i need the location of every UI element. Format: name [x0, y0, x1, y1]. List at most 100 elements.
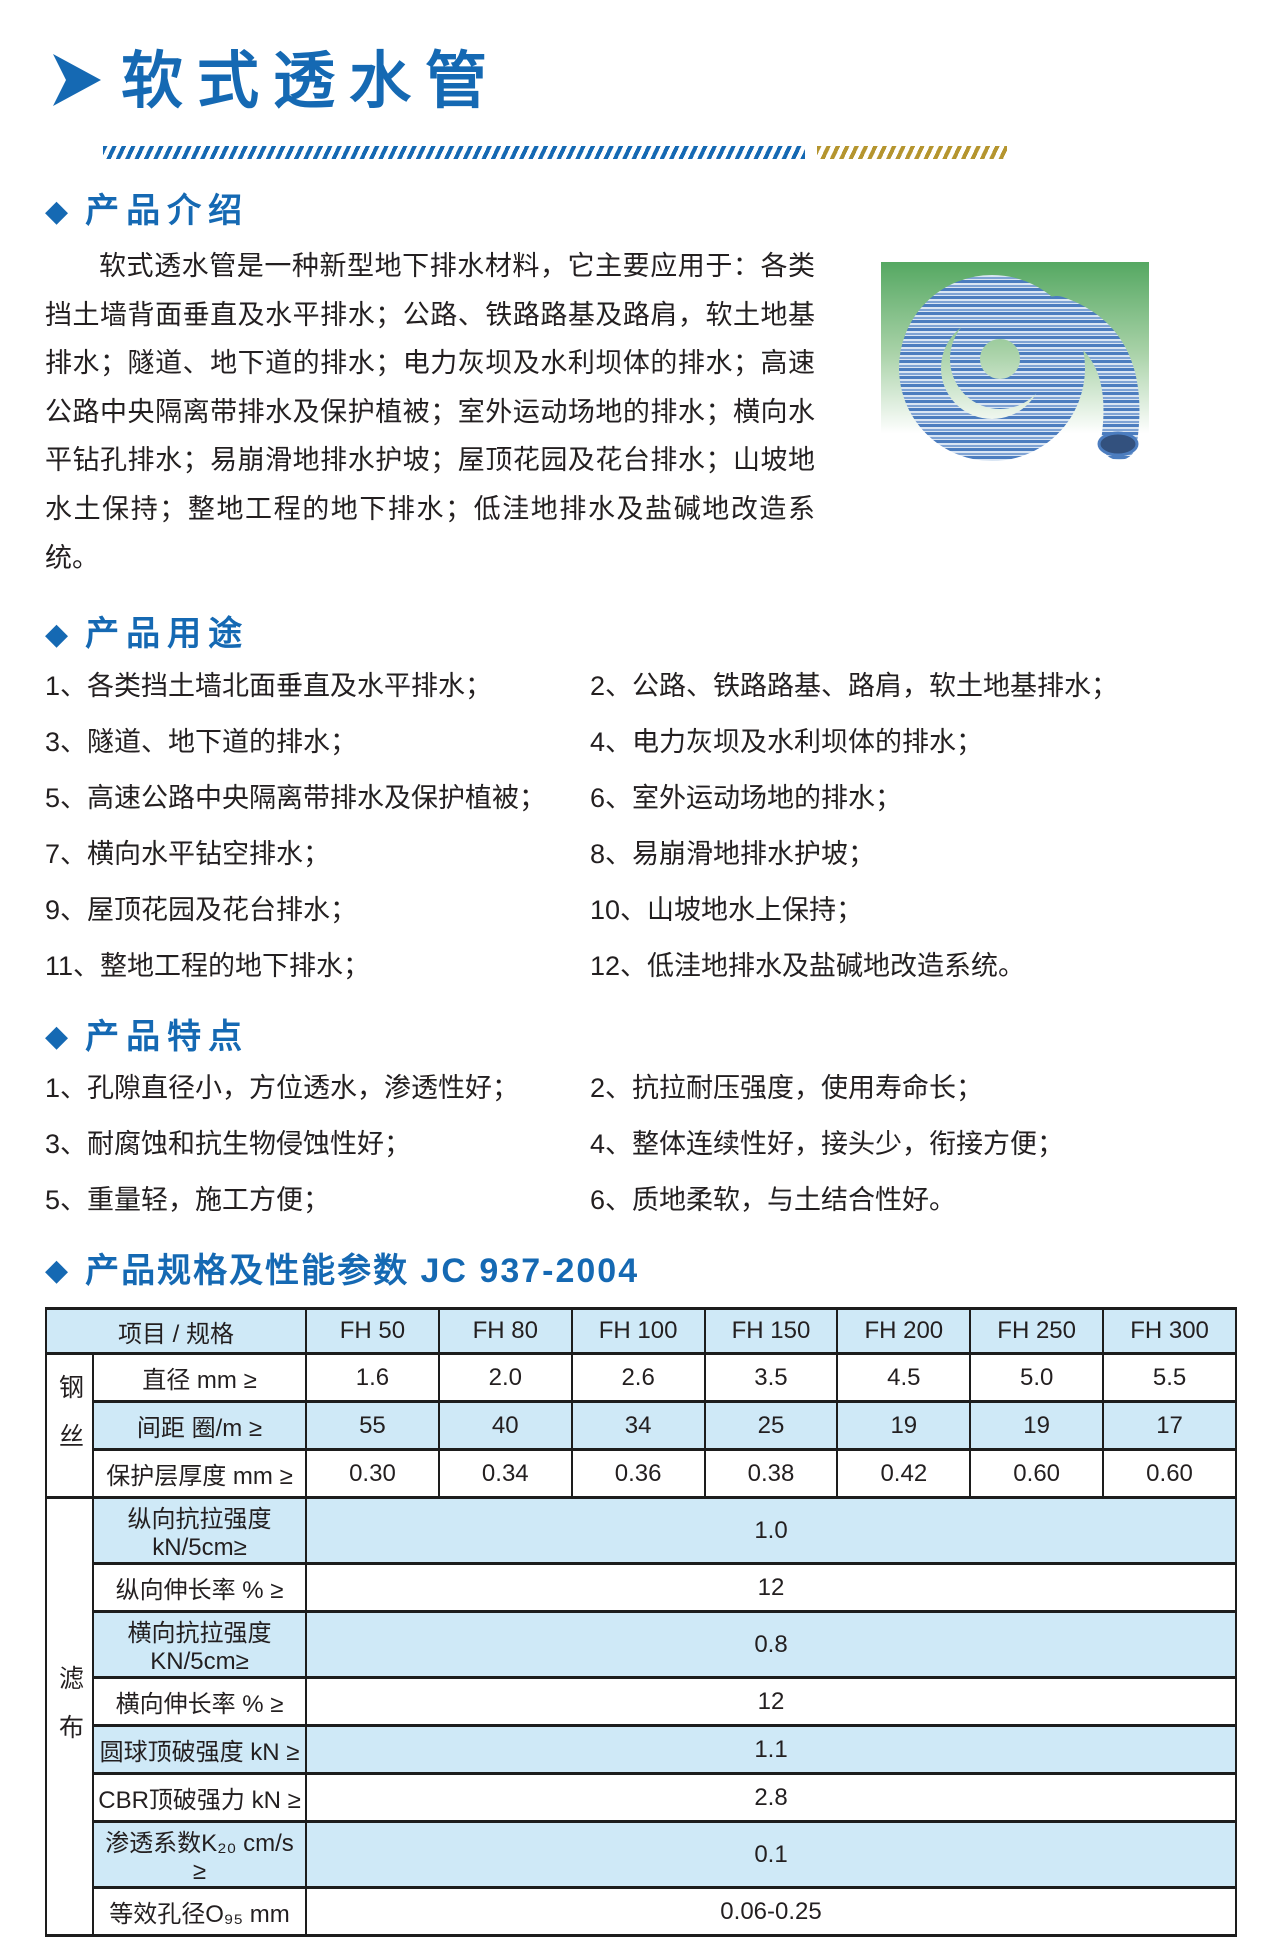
pipe-coil-inner: [950, 308, 1050, 409]
list-item: 4、电力灰坝及水利坝体的排水；: [590, 727, 984, 758]
table-row: 纵向伸长率 % ≥ 12: [46, 1562, 1237, 1614]
specs-table: 项目 / 规格 FH 50 FH 80 FH 100 FH 150 FH 200…: [44, 1307, 1237, 1937]
list-item: 2、抗拉耐压强度，使用寿命长；: [590, 1073, 984, 1104]
value-cell: 55: [305, 1400, 440, 1452]
value-cell: 5.0: [969, 1352, 1105, 1404]
list-item: 1、孔隙直径小，方位透水，渗透性好；: [45, 1073, 520, 1104]
value-cell: 19: [969, 1400, 1105, 1452]
param-label: 纵向伸长率 % ≥: [91, 1562, 308, 1614]
list-item: 3、隧道、地下道的排水；: [45, 727, 358, 758]
table-row: 滤布 纵向抗拉强度 kN/5cm≥ 1.0: [45, 1496, 1237, 1937]
value-cell: 0.06-0.25: [305, 1886, 1237, 1937]
table-header-row: 项目 / 规格 FH 50 FH 80 FH 100 FH 150 FH 200…: [44, 1307, 1237, 1356]
value-cell: 0.34: [437, 1448, 573, 1500]
param-label: 纵向抗拉强度 kN/5cm≥: [91, 1496, 308, 1566]
value-cell: 1.6: [305, 1352, 440, 1404]
list-item: 11、整地工程的地下排水；: [45, 951, 371, 982]
param-label: 横向伸长率 % ≥: [91, 1676, 308, 1728]
list-item: 10、山坡地水上保持；: [590, 895, 864, 926]
header-cell-fh300: FH 300: [1102, 1307, 1237, 1356]
table-row: 横向抗拉强度 KN/5cm≥ 0.8: [46, 1610, 1237, 1680]
list-item: 5、重量轻，施工方便；: [45, 1185, 331, 1216]
param-label: 间距 圈/m ≥: [91, 1400, 308, 1452]
header-cell-item-spec: 项目 / 规格: [44, 1307, 308, 1356]
header-cell-fh100: FH 100: [570, 1307, 706, 1356]
param-label: 等效孔径O₉₅ mm: [91, 1886, 308, 1937]
value-cell: 12: [305, 1676, 1237, 1728]
value-cell: 2.0: [437, 1352, 573, 1404]
list-item: 1、各类挡土墙北面垂直及水平排水；: [45, 670, 493, 701]
value-cell: 0.38: [703, 1448, 839, 1500]
param-label: 圆球顶破强度 kN ≥: [91, 1724, 308, 1776]
table-row: 间距 圈/m ≥ 55 40 34 25 19 19 17: [46, 1400, 1237, 1452]
value-cell: 0.42: [836, 1448, 972, 1500]
value-cell: 5.5: [1102, 1352, 1237, 1404]
page-title: 软式透水管: [121, 47, 502, 116]
table-row: 圆球顶破强度 kN ≥ 1.1: [46, 1724, 1237, 1776]
value-cell: 17: [1102, 1400, 1237, 1452]
list-item: 8、易崩滑地排水护坡；: [590, 839, 876, 870]
list-item: 7、横向水平钻空排水；: [45, 839, 331, 870]
table-row: 等效孔径O₉₅ mm 0.06-0.25: [46, 1886, 1237, 1937]
divider-blue-segment: [103, 146, 805, 160]
intro-paragraph: 软式透水管是一种新型地下排水材料，它主要应用于：各类挡土墙背面垂直及水平排水；公…: [45, 250, 815, 573]
list-item: 6、室外运动场地的排水；: [590, 783, 903, 814]
group-label-steel-wire: 钢丝: [45, 1352, 94, 1500]
section-heading-features: ◆ 产品特点: [45, 1017, 1237, 1058]
value-cell: 0.60: [969, 1448, 1105, 1500]
diamond-icon: ◆: [45, 194, 69, 228]
diamond-icon: ◆: [45, 617, 69, 651]
value-cell: 0.8: [305, 1610, 1237, 1680]
header-cell-fh50: FH 50: [305, 1307, 440, 1356]
value-cell: 0.1: [305, 1820, 1237, 1890]
section-heading-uses: ◆ 产品用途: [45, 614, 1237, 655]
value-cell: 25: [703, 1400, 839, 1452]
value-cell: 3.5: [703, 1352, 839, 1404]
list-item: 9、屋顶花园及花台排水；: [45, 895, 358, 926]
pipe-coil-outer: [899, 274, 1085, 461]
uses-list: 1、各类挡土墙北面垂直及水平排水； 2、公路、铁路路基、路肩，软土地基排水； 3…: [45, 669, 1237, 985]
section-title-intro: 产品介绍: [85, 192, 250, 231]
header-cell-fh250: FH 250: [969, 1307, 1105, 1356]
pipe-opening: [1097, 431, 1139, 457]
value-cell: 19: [836, 1400, 972, 1452]
value-cell: 0.36: [570, 1448, 706, 1500]
list-item: 4、整体连续性好，接头少，衔接方便；: [590, 1129, 1065, 1160]
value-cell: 0.30: [305, 1448, 440, 1500]
param-label: 渗透系数K₂₀ cm/s ≥: [91, 1820, 308, 1890]
table-row: 保护层厚度 mm ≥ 0.30 0.34 0.36 0.38 0.42 0.60…: [46, 1448, 1237, 1500]
pipe-tail: [1039, 295, 1140, 460]
list-item: 2、公路、铁路路基、路肩，软土地基排水；: [590, 670, 1119, 701]
page-title-row: 软式透水管: [53, 47, 1237, 116]
product-photo: [857, 256, 1172, 582]
param-label: 横向抗拉强度 KN/5cm≥: [91, 1610, 308, 1680]
features-list: 1、孔隙直径小，方位透水，渗透性好； 2、抗拉耐压强度，使用寿命长； 3、耐腐蚀…: [45, 1071, 1237, 1218]
list-item: 12、低洼地排水及盐碱地改造系统。: [590, 951, 1026, 982]
value-cell: 1.0: [305, 1496, 1237, 1566]
intro-block: 软式透水管是一种新型地下排水材料，它主要应用于：各类挡土墙背面垂直及水平排水；公…: [45, 242, 1237, 582]
value-cell: 0.60: [1102, 1448, 1237, 1500]
table-row: 渗透系数K₂₀ cm/s ≥ 0.1: [46, 1820, 1237, 1890]
header-cell-fh80: FH 80: [437, 1307, 573, 1356]
section-title-specs: 产品规格及性能参数 JC 937-2004: [85, 1251, 640, 1290]
section-title-uses: 产品用途: [85, 615, 250, 654]
param-label: CBR顶破强力 kN ≥: [91, 1772, 308, 1824]
divider-gold-segment: [817, 146, 1007, 160]
table-row: CBR顶破强力 kN ≥ 2.8: [46, 1772, 1237, 1824]
value-cell: 12: [305, 1562, 1237, 1614]
list-item: 5、高速公路中央隔离带排水及保护植被；: [45, 783, 547, 814]
diamond-icon: ◆: [45, 1253, 69, 1287]
param-label: 保护层厚度 mm ≥: [91, 1448, 308, 1500]
value-cell: 2.6: [570, 1352, 706, 1404]
value-cell: 4.5: [836, 1352, 972, 1404]
section-heading-intro: ◆ 产品介绍: [45, 191, 1237, 232]
section-heading-specs: ◆ 产品规格及性能参数 JC 937-2004: [45, 1251, 1237, 1292]
value-cell: 1.1: [305, 1724, 1237, 1776]
table-row: 横向伸长率 % ≥ 12: [46, 1676, 1237, 1728]
section-title-features: 产品特点: [85, 1017, 250, 1056]
list-item: 6、质地柔软，与土结合性好。: [590, 1185, 957, 1216]
table-row: 钢丝 直径 mm ≥ 1.6 2.0 2.6 3.5 4.5 5.0 5.5: [45, 1352, 1237, 1500]
diamond-icon: ◆: [45, 1019, 69, 1053]
param-label: 直径 mm ≥: [91, 1352, 308, 1404]
